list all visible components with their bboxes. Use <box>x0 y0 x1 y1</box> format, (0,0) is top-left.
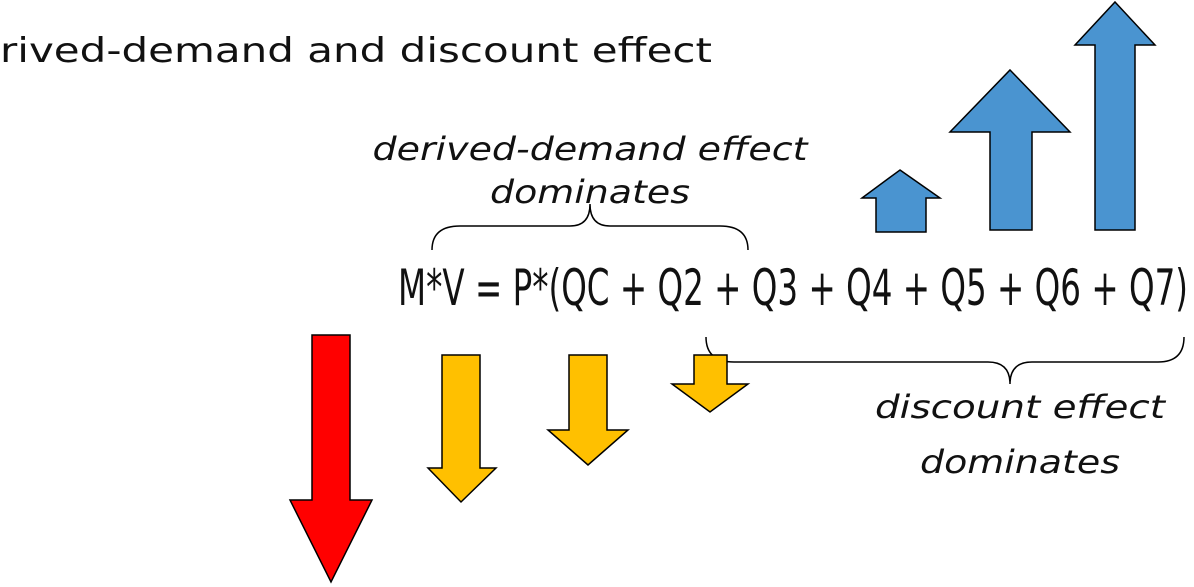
annotation-line: discount effect <box>875 388 1167 426</box>
up-arrow <box>1073 0 1157 231</box>
down-arrow <box>288 334 374 584</box>
equation: M*V = P*(QC + Q2 + Q3 + Q4 + Q5 + Q6 + Q… <box>398 259 1188 317</box>
down-arrow <box>669 354 751 413</box>
down-arrow <box>546 354 630 466</box>
heading: rived-demand and discount effect <box>0 31 712 71</box>
up-arrow <box>948 68 1072 231</box>
brace <box>431 203 749 251</box>
annotation-line: derived-demand effect <box>373 130 810 168</box>
down-arrow <box>426 354 498 504</box>
up-arrow <box>859 169 943 233</box>
brace <box>705 336 1185 385</box>
annotation-line: dominates <box>920 443 1120 481</box>
